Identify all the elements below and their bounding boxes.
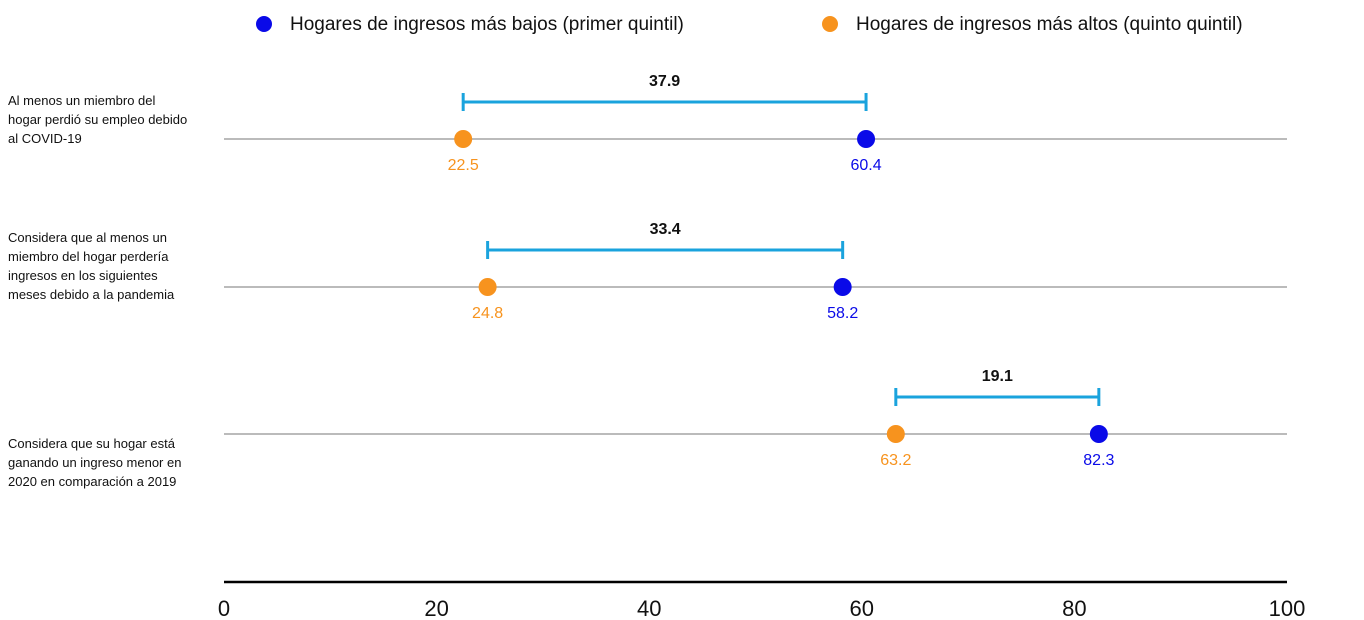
- value-label: 63.2: [880, 452, 911, 469]
- difference-bracket: [461, 93, 868, 111]
- value-label: 22.5: [448, 157, 479, 174]
- x-tick-label: 100: [1269, 596, 1306, 620]
- value-label: 24.8: [472, 305, 503, 322]
- dot: [454, 130, 473, 148]
- value-label: 60.4: [850, 157, 881, 174]
- legend-label: Hogares de ingresos más altos (quinto qu…: [856, 14, 1243, 35]
- difference-bracket: [486, 241, 845, 259]
- legend-marker: [822, 16, 838, 32]
- difference-bracket: [894, 388, 1101, 406]
- category-label: Considera que su hogar está ganando un i…: [8, 436, 182, 489]
- legend-label: Hogares de ingresos más bajos (primer qu…: [290, 14, 684, 35]
- legend-marker: [256, 16, 272, 32]
- dot: [833, 278, 852, 296]
- category-label: Al menos un miembro del hogar perdió su …: [8, 93, 188, 146]
- dot: [478, 278, 497, 296]
- x-tick-label: 20: [424, 596, 448, 620]
- dot: [857, 130, 876, 148]
- x-tick-label: 40: [637, 596, 661, 620]
- dot: [886, 425, 905, 443]
- difference-label: 33.4: [650, 221, 681, 238]
- value-label: 58.2: [827, 305, 858, 322]
- x-tick-label: 0: [218, 596, 230, 620]
- difference-label: 37.9: [649, 73, 680, 90]
- category-label: Considera que al menos un miembro del ho…: [8, 230, 175, 302]
- x-tick-label: 80: [1062, 596, 1086, 620]
- value-label: 82.3: [1083, 452, 1114, 469]
- difference-label: 19.1: [982, 368, 1013, 385]
- dot: [1089, 425, 1108, 443]
- x-tick-label: 60: [850, 596, 874, 620]
